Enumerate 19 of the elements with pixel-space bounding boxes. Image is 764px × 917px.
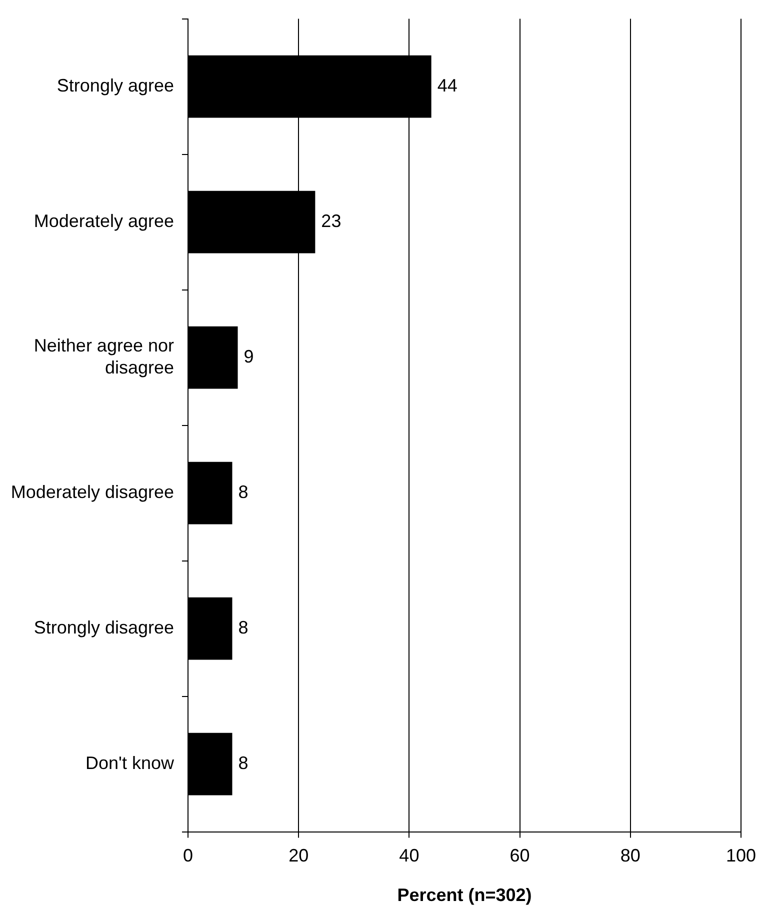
y-tick-label: Moderately disagree [10,482,174,502]
data-label: 9 [244,346,254,367]
data-label: 8 [238,618,248,638]
x-tick-label: 100 [726,846,756,866]
x-tick-label: 0 [182,846,194,866]
data-label: 8 [238,753,248,774]
x-tick-label: 80 [620,846,640,866]
x-tick-label: 20 [288,846,309,866]
x-axis-title: Percent (n=302) [397,885,532,906]
y-tick-label: Don't know [86,753,175,774]
y-tick-label: Strongly agree [56,76,174,96]
data-label: 8 [238,482,248,502]
y-tick-label: Strongly disagree [34,618,174,638]
x-tick-label: 60 [510,846,530,866]
y-tick-label: Neither agree nor disagree [34,336,174,378]
y-tick-label: Moderately agree [34,211,174,232]
x-tick-label: 40 [399,846,420,866]
data-label: 23 [321,211,342,232]
data-label: 44 [437,76,458,96]
